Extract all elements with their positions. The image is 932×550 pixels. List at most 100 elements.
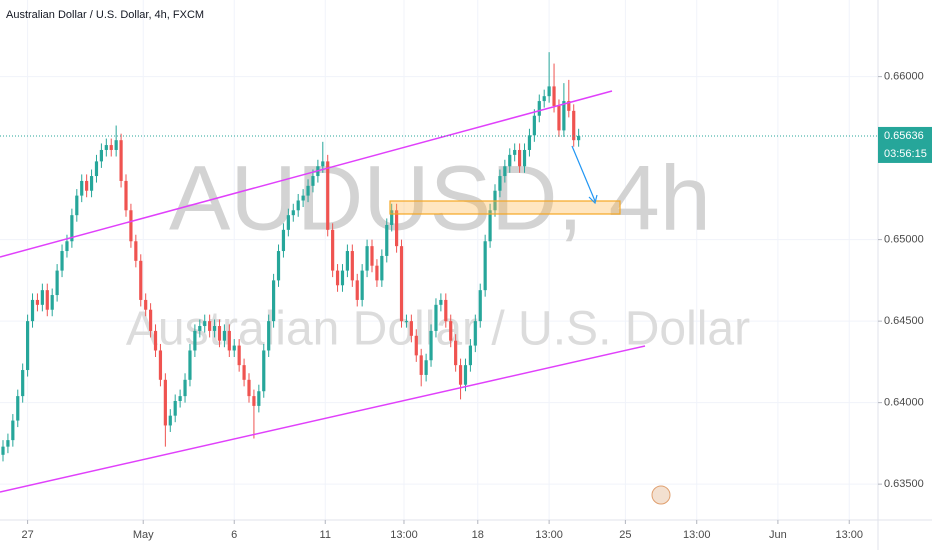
x-tick-label: 25 xyxy=(619,529,631,541)
candle-body xyxy=(193,330,197,351)
x-tick-label: 13:00 xyxy=(390,529,418,541)
candle-body xyxy=(158,350,163,380)
candle-body xyxy=(508,154,512,167)
candle-body xyxy=(449,321,453,341)
candle-body xyxy=(257,391,261,406)
candle-body xyxy=(395,210,399,247)
candle-body xyxy=(375,265,379,281)
candle-body xyxy=(109,145,113,150)
x-tick-label: Jun xyxy=(769,529,787,541)
candle-body xyxy=(414,335,418,356)
candle-body xyxy=(89,176,94,191)
candle-body xyxy=(50,295,54,310)
candle-body xyxy=(306,185,310,196)
candle-body xyxy=(301,195,305,201)
chart-title: Australian Dollar / U.S. Dollar, 4h, FXC… xyxy=(6,9,204,21)
candle-body xyxy=(444,299,448,322)
candle-body xyxy=(55,270,59,296)
candle-body xyxy=(124,180,128,211)
candle-body xyxy=(557,105,561,131)
candle-body xyxy=(552,86,556,106)
candle-body xyxy=(139,260,143,300)
candle-body xyxy=(281,229,286,252)
candle-body xyxy=(26,321,30,371)
candle-body xyxy=(572,110,576,141)
candle-body xyxy=(527,135,532,150)
candle-body xyxy=(237,345,241,366)
candle-body xyxy=(385,224,389,256)
candle-body xyxy=(331,229,335,271)
candle-body xyxy=(119,140,123,181)
candle-body xyxy=(424,360,428,375)
candle-body xyxy=(129,210,133,242)
arrow-line xyxy=(571,145,596,202)
candle-body xyxy=(365,246,369,271)
candles xyxy=(1,52,581,462)
candle-body xyxy=(267,321,271,351)
candle-body xyxy=(419,355,423,375)
candle-body xyxy=(173,401,177,416)
candle-body xyxy=(60,251,64,271)
candle-body xyxy=(212,326,217,331)
candle-body xyxy=(542,96,546,102)
x-tick-label: 11 xyxy=(320,529,331,541)
candle-body xyxy=(463,365,468,385)
candle-body xyxy=(404,321,409,323)
candle-body xyxy=(94,161,99,177)
candle-body xyxy=(203,321,207,327)
y-tick-label: 0.63500 xyxy=(884,478,924,490)
y-tick-label: 0.65000 xyxy=(884,234,924,246)
arrow-head xyxy=(588,194,598,205)
candle-body xyxy=(6,440,10,447)
candle-body xyxy=(40,290,44,305)
event-icon[interactable] xyxy=(651,485,671,505)
candle-body xyxy=(468,345,472,366)
grid xyxy=(0,0,878,520)
candle-body xyxy=(188,350,192,380)
candle-body xyxy=(532,115,536,136)
x-tick-label: 13:00 xyxy=(535,529,563,541)
candle-body xyxy=(168,415,172,426)
last-price-box xyxy=(878,126,932,163)
candle-body xyxy=(547,86,551,97)
candle-body xyxy=(458,365,463,385)
x-tick-label: 27 xyxy=(21,529,33,541)
candle-body xyxy=(340,270,345,286)
candle-body xyxy=(488,210,492,242)
candle-body xyxy=(21,370,25,397)
candle-body xyxy=(326,161,330,230)
candle-body xyxy=(370,246,374,266)
candle-body xyxy=(454,340,458,366)
candle-body xyxy=(114,140,118,150)
candle-body xyxy=(503,166,507,177)
candle-body xyxy=(30,299,35,322)
candle-body xyxy=(498,176,502,191)
candle-body xyxy=(65,241,69,252)
candle-body xyxy=(104,145,108,150)
candle-body xyxy=(45,290,49,310)
watermark: AUDUSD, 4h xyxy=(169,147,711,249)
candle-body xyxy=(252,396,256,406)
x-tick-label: 6 xyxy=(231,529,237,541)
candle-body xyxy=(134,241,138,261)
countdown-label: 03:56:15 xyxy=(884,148,927,160)
candle-body xyxy=(296,200,300,211)
x-tick-label: May xyxy=(133,529,154,541)
candle-body xyxy=(434,304,438,331)
candle-body xyxy=(198,326,202,331)
zone-box xyxy=(389,200,621,215)
candle-body xyxy=(232,345,236,351)
candle-body xyxy=(16,396,20,421)
candle-body xyxy=(522,149,527,167)
candle-body xyxy=(11,420,15,441)
candle-body xyxy=(567,101,571,111)
x-tick-label: 13:00 xyxy=(835,529,863,541)
candle-body xyxy=(355,280,359,300)
candle-body xyxy=(380,255,384,281)
x-tick-label: 13:00 xyxy=(683,529,711,541)
candle-body xyxy=(483,241,487,291)
candle-body xyxy=(350,251,354,281)
candle-body xyxy=(513,149,517,155)
candle-body xyxy=(360,270,364,300)
candle-body xyxy=(562,101,566,131)
